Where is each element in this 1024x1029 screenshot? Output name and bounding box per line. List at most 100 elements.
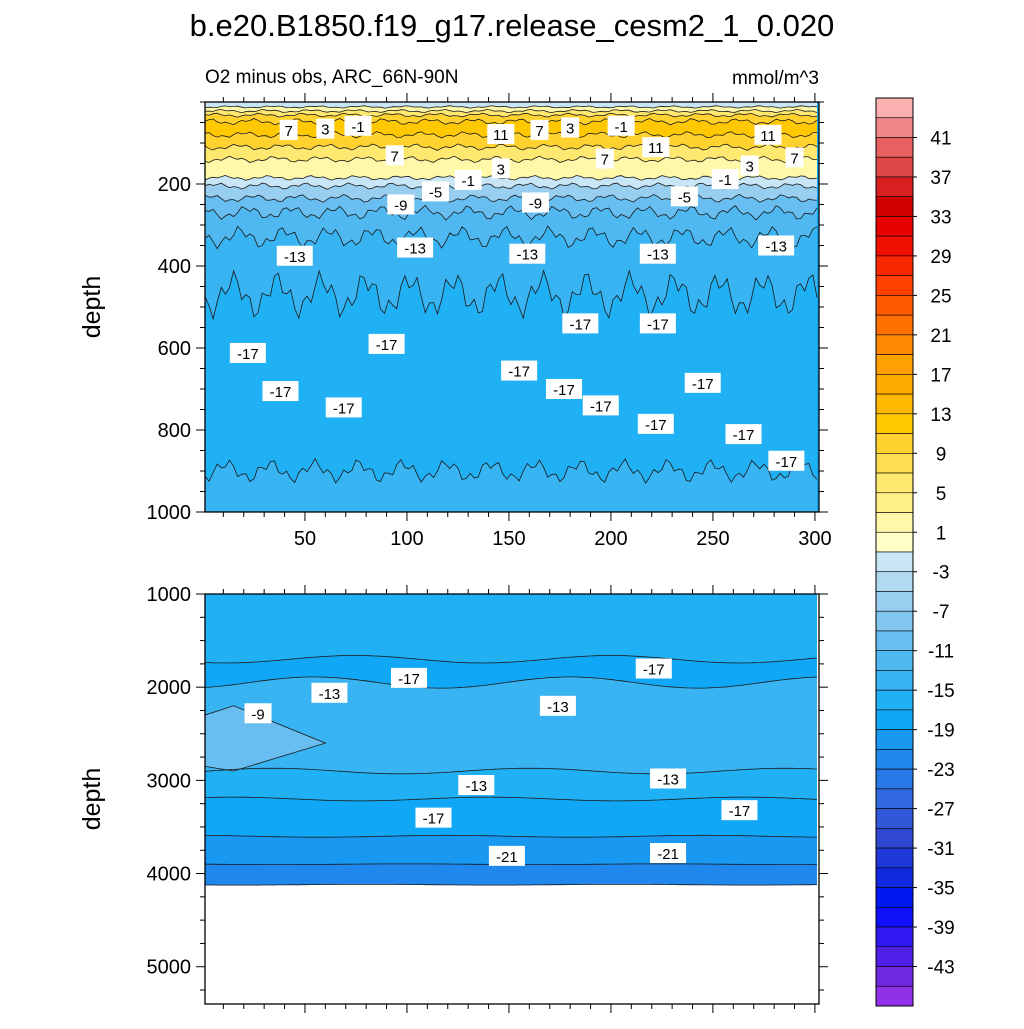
contour-label-box: [639, 243, 676, 264]
colorbar-tick-label: 9: [936, 444, 947, 465]
contour-label: 3: [497, 161, 505, 178]
contour-label: 7: [535, 123, 543, 140]
contour-label: -13: [657, 772, 679, 789]
contour-label: -17: [376, 337, 398, 354]
contour-label-box: [650, 843, 687, 864]
colorbar-frame: [875, 97, 914, 1007]
contour-band: [205, 175, 817, 190]
contour-label: -17: [423, 811, 445, 828]
y-tick-label: 600: [158, 338, 191, 360]
lower-y-axis-label: depth: [78, 768, 106, 831]
contour-band: [205, 194, 817, 220]
contour-line: [205, 143, 818, 151]
upper-panel-subtitle: O2 minus obs, ARC_66N-90N: [205, 67, 458, 88]
contour-label: -13: [404, 241, 426, 258]
colorbar-box: [875, 393, 914, 415]
contour-band: [205, 109, 817, 118]
contour-label: -17: [692, 376, 714, 393]
colorbar-box: [875, 966, 914, 987]
contour-label-box: [725, 424, 762, 445]
contour-label-box: [785, 147, 804, 168]
contour-band: [205, 182, 817, 203]
colorbar-box: [875, 847, 914, 869]
y-tick-label: 200: [158, 174, 191, 196]
contour-line: [205, 796, 818, 802]
contour-label-box: [229, 342, 266, 363]
contour-label-box: [740, 155, 759, 176]
colorbar-box: [875, 334, 914, 355]
contour-label-box: [562, 313, 599, 334]
contour-label: -17: [270, 384, 292, 401]
contour-label-box: [650, 768, 687, 789]
colorbar-tick-label: -11: [928, 642, 954, 663]
contour-label-box: [639, 313, 676, 334]
contour-label-box: [454, 169, 482, 190]
colorbar-box: [875, 551, 914, 573]
colorbar-box: [875, 196, 914, 217]
contour-label-box: [768, 450, 805, 471]
contour-label-box: [758, 235, 795, 256]
contour-label: -17: [333, 400, 355, 417]
contour-label: -17: [553, 382, 575, 399]
contour-label-box: [311, 682, 348, 703]
lower-contour-field: [205, 594, 819, 1004]
contour-label: -17: [776, 454, 798, 471]
colorbar-box: [875, 591, 914, 612]
x-tick-label: 50: [294, 528, 316, 550]
contour-label-box: [262, 381, 299, 402]
contour-line: [205, 834, 817, 838]
contour-label-box: [244, 703, 272, 724]
y-tick-label: 3000: [147, 770, 192, 792]
colorbar-tick-label: 41: [930, 128, 951, 149]
contour-label: -1: [718, 172, 731, 189]
contour-label: 11: [648, 140, 664, 157]
contour-band: [205, 594, 817, 663]
x-tick-label: 200: [594, 528, 627, 550]
colorbar-box: [875, 97, 914, 119]
colorbar-box: [875, 255, 914, 276]
contour-label-box: [501, 360, 538, 381]
colorbar-box: [875, 531, 914, 553]
contour-line: [205, 112, 818, 118]
colorbar-box: [875, 610, 914, 632]
contour-line: [205, 884, 817, 886]
units-label: mmol/m^3: [732, 68, 819, 89]
contour-label-box: [491, 158, 510, 179]
y-tick-label: 400: [158, 256, 191, 278]
contour-label-box: [546, 379, 583, 399]
colorbar-box: [875, 216, 914, 237]
contour-label-box: [276, 245, 313, 266]
colorbar-tick-label: -27: [927, 800, 954, 821]
contour-label: -5: [678, 189, 691, 206]
colorbar-box: [875, 946, 914, 967]
contour-label: -9: [529, 195, 542, 212]
colorbar-tick-label: -19: [927, 721, 954, 742]
contour-label: -17: [237, 346, 259, 363]
y-tick-label: 2000: [147, 677, 192, 699]
contour-label-box: [415, 807, 452, 828]
contour-label: -13: [516, 247, 538, 264]
contour-band: [205, 156, 817, 181]
colorbar-box: [875, 156, 914, 178]
colorbar-box: [875, 433, 914, 454]
y-tick-label: 800: [158, 420, 191, 442]
colorbar-tick-label: -43: [927, 958, 954, 979]
contour-label: 7: [284, 123, 292, 140]
colorbar-box: [875, 295, 914, 316]
contour-label-box: [325, 397, 362, 418]
contour-label: -1: [461, 173, 474, 190]
contour-line: [205, 767, 818, 775]
contour-label: 7: [790, 150, 798, 167]
colorbar-box: [875, 689, 914, 711]
contour-label: -13: [647, 247, 669, 264]
contour-band: [205, 105, 817, 113]
contour-label: -17: [398, 671, 420, 688]
colorbar-box: [875, 828, 914, 849]
contour-line: [205, 193, 818, 203]
contour-label-box: [582, 395, 619, 416]
contour-label-box: [385, 145, 404, 166]
contour-label-box: [458, 775, 495, 796]
colorbar-box: [875, 571, 914, 592]
contour-label-box: [487, 123, 515, 144]
contour-label: 11: [493, 127, 509, 144]
